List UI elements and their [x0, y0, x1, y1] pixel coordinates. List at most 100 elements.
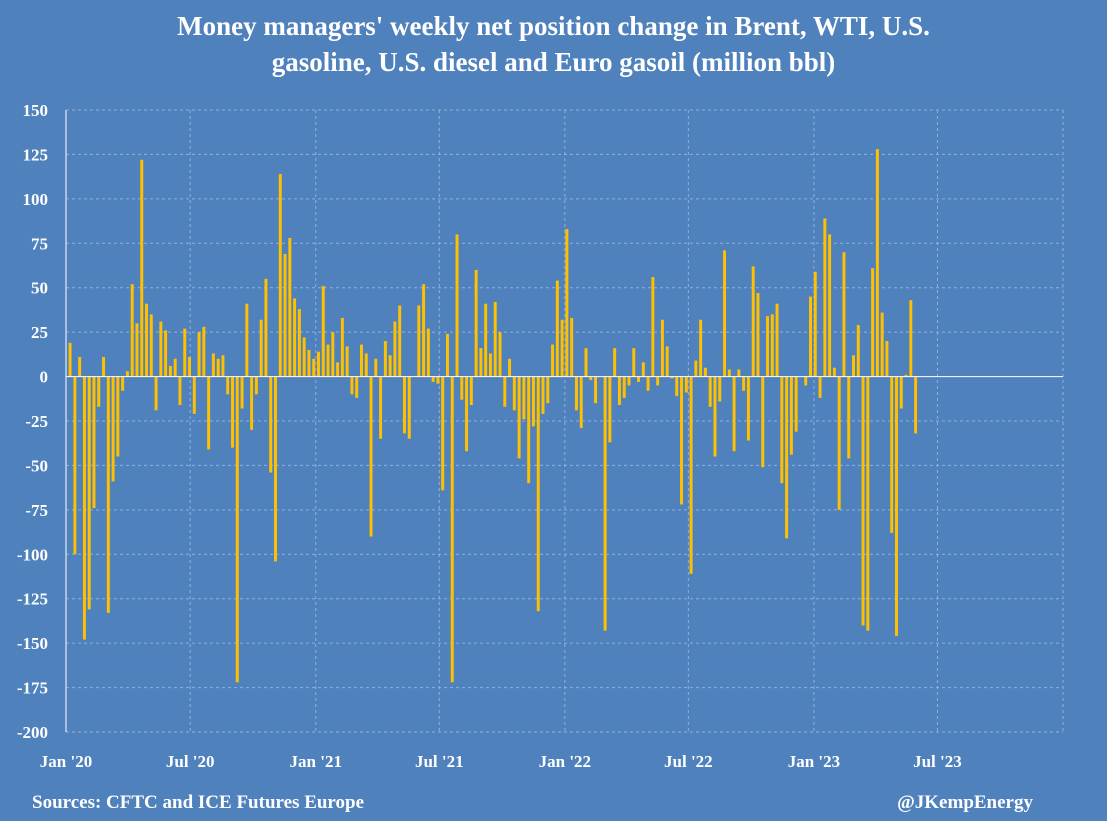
bar: [326, 344, 330, 377]
bar: [221, 355, 225, 377]
bar: [383, 341, 387, 377]
bar: [360, 344, 363, 377]
bar: [149, 314, 153, 377]
bar: [259, 319, 263, 377]
bar: [522, 376, 526, 420]
bar: [364, 353, 368, 377]
grid-lines: [65, 109, 1064, 733]
bar: [703, 367, 707, 377]
bar: [880, 312, 884, 377]
bar: [766, 316, 769, 377]
bar: [656, 376, 660, 386]
bar: [861, 376, 865, 626]
bar: [589, 376, 593, 381]
bar: [813, 271, 817, 377]
bar: [613, 348, 617, 377]
bar: [188, 357, 191, 377]
bar: [426, 328, 430, 377]
bar: [216, 358, 220, 377]
bar: [622, 376, 626, 398]
bar: [852, 355, 855, 377]
bar: [555, 280, 559, 377]
bar: [732, 376, 736, 452]
bar: [231, 376, 234, 448]
y-tick-label: 100: [23, 190, 49, 209]
bar: [369, 376, 373, 537]
bar: [713, 376, 717, 457]
y-tick-label: -75: [25, 501, 48, 520]
bar: [914, 376, 918, 434]
bar: [197, 332, 201, 377]
bar: [312, 358, 316, 377]
bar: [269, 376, 273, 473]
bar: [885, 341, 889, 377]
bar: [97, 376, 101, 407]
bar: [493, 301, 497, 377]
bar: [192, 376, 196, 414]
bar: [350, 376, 354, 395]
bar: [402, 376, 406, 434]
source-note: Sources: CFTC and ICE Futures Europe: [32, 792, 365, 813]
bar: [297, 309, 301, 377]
bar: [847, 376, 851, 459]
bar: [293, 298, 297, 377]
bar: [904, 374, 908, 377]
bar: [431, 376, 435, 382]
x-tick-label: Jan '22: [539, 752, 591, 771]
bar: [546, 376, 550, 404]
bar: [780, 376, 784, 484]
bar: [761, 376, 765, 468]
bar: [173, 358, 177, 377]
bar: [823, 218, 827, 377]
bar: [250, 376, 254, 430]
bar: [551, 344, 555, 377]
bar: [742, 376, 746, 391]
bar: [584, 348, 588, 377]
bar: [574, 376, 578, 411]
bar: [436, 376, 440, 384]
bar: [484, 303, 488, 377]
bar: [154, 376, 158, 411]
bar: [737, 369, 741, 377]
bar: [393, 321, 397, 377]
bar: [680, 376, 684, 505]
x-tick-label: Jul '22: [664, 752, 713, 771]
y-tick-label: 0: [40, 368, 49, 387]
bar: [608, 376, 612, 443]
bar: [445, 333, 449, 377]
bar: [617, 376, 621, 405]
bars: [68, 149, 918, 683]
bar: [828, 234, 832, 377]
bar: [488, 353, 492, 377]
bar: [283, 253, 287, 377]
bar: [560, 319, 564, 377]
bar: [331, 332, 335, 377]
bar: [159, 321, 163, 377]
bar: [121, 376, 125, 391]
bar: [145, 303, 148, 377]
bar: [660, 319, 664, 377]
bar: [441, 376, 445, 491]
bar: [565, 229, 569, 377]
bar: [570, 317, 574, 377]
bar: [321, 285, 325, 377]
x-tick-label: Jan '23: [788, 752, 840, 771]
y-tick-label: 25: [31, 323, 48, 342]
bar: [240, 376, 244, 409]
bar: [407, 376, 411, 439]
y-tick-label: -200: [17, 723, 48, 742]
y-tick-label: -150: [17, 634, 48, 653]
bar: [871, 268, 875, 377]
bar: [708, 376, 712, 407]
bar: [235, 376, 239, 683]
bar: [694, 360, 698, 377]
bar: [469, 376, 473, 405]
bar: [288, 237, 292, 377]
bar: [809, 296, 812, 377]
x-tick-label: Jul '23: [913, 752, 962, 771]
bar: [670, 376, 674, 379]
chart-title: Money managers' weekly net position chan…: [177, 11, 930, 77]
bar: [274, 376, 277, 562]
bar: [422, 284, 426, 377]
